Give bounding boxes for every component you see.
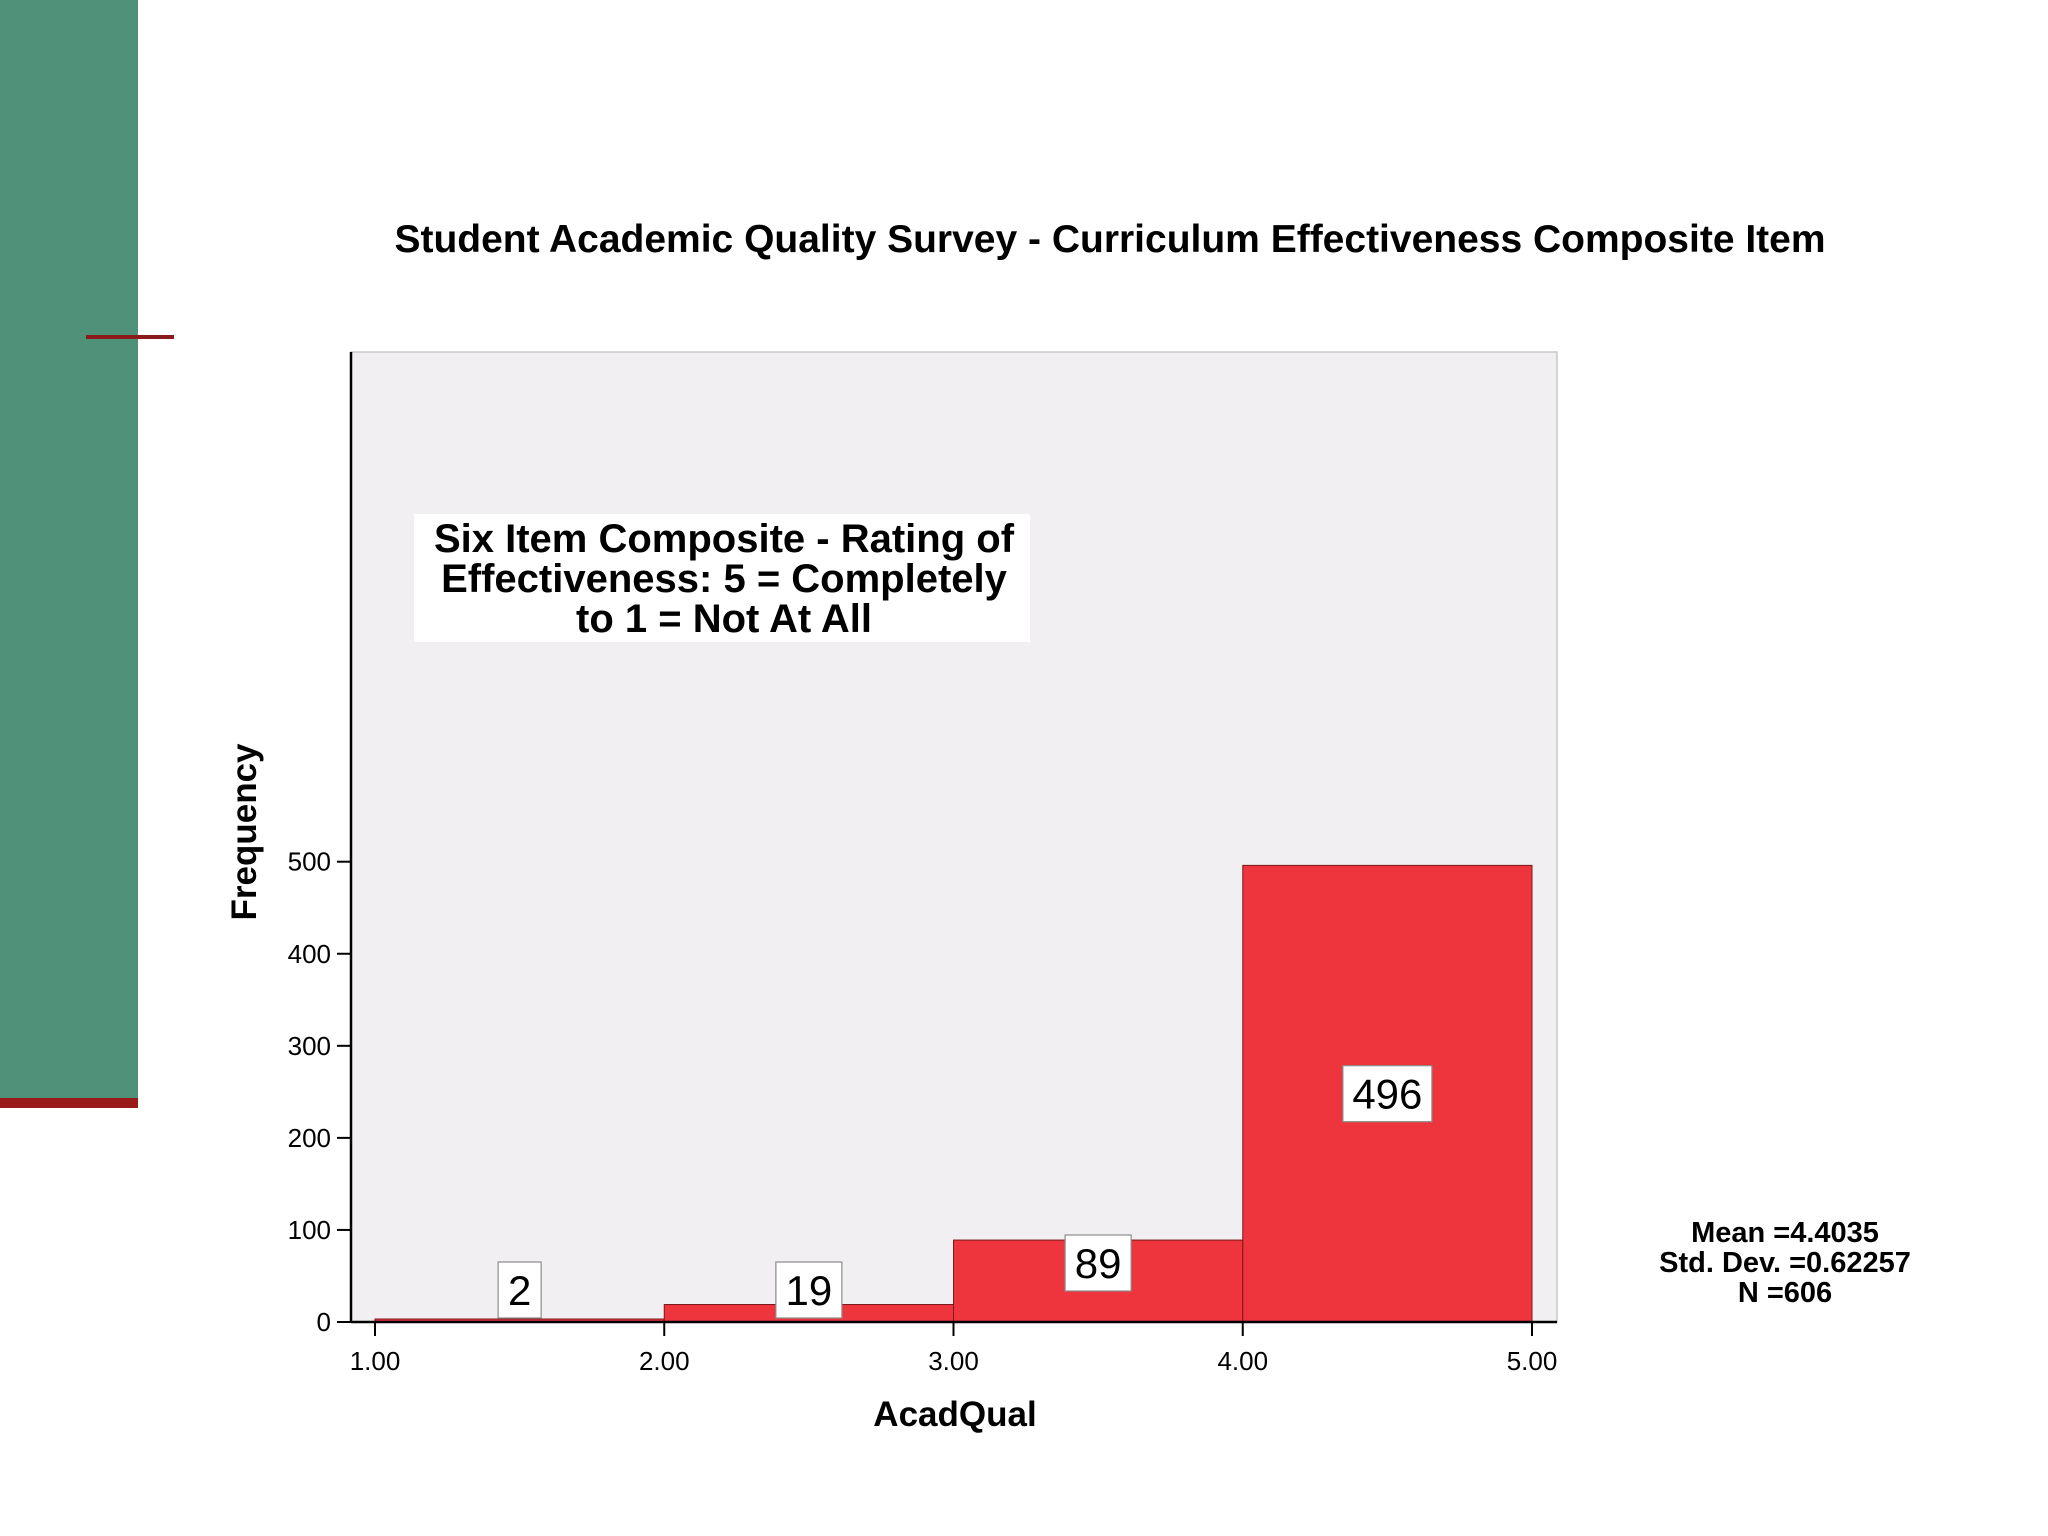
annotation-line-1: Six Item Composite - Rating of — [434, 517, 1015, 561]
y-tick-label: 200 — [288, 1123, 331, 1153]
y-tick-label: 400 — [288, 939, 331, 969]
x-tick-label: 2.00 — [639, 1346, 690, 1376]
x-tick-label: 4.00 — [1217, 1346, 1268, 1376]
data-label: 2 — [497, 1261, 542, 1319]
x-axis-ticks: 1.00 2.00 3.00 4.00 5.00 — [350, 1322, 1558, 1376]
y-axis-title: Frequency — [225, 743, 264, 921]
data-label: 496 — [1342, 1065, 1433, 1123]
x-tick-label: 1.00 — [350, 1346, 401, 1376]
side-band-rule — [0, 1098, 138, 1108]
annotation-line-2: Effectiveness: 5 = Completely — [441, 557, 1008, 601]
accent-tick — [86, 335, 174, 339]
annotation-background — [414, 514, 1030, 642]
data-label-text: 496 — [1352, 1071, 1422, 1118]
data-label-box — [1342, 1065, 1433, 1123]
stats-std-dev: Std. Dev. =0.62257 — [1659, 1247, 1911, 1279]
y-axis-ticks: 0 100 200 300 400 500 — [288, 847, 351, 1337]
stats-box: Mean =4.4035 Std. Dev. =0.62257 N =606 — [1659, 1217, 1911, 1309]
data-label-text: 2 — [508, 1267, 531, 1314]
data-label-box — [497, 1261, 542, 1319]
annotation-line-3: to 1 = Not At All — [576, 597, 872, 641]
y-tick-label: 500 — [288, 847, 331, 877]
data-label-box — [1064, 1234, 1132, 1292]
data-label-box — [775, 1261, 843, 1319]
x-axis-title: AcadQual — [873, 1395, 1036, 1434]
side-band — [0, 0, 138, 1098]
data-label: 89 — [1064, 1234, 1132, 1292]
y-tick-label: 300 — [288, 1031, 331, 1061]
y-tick-label: 100 — [288, 1215, 331, 1245]
data-labels-group: 2 19 89 496 — [497, 1065, 1433, 1319]
data-label-text: 19 — [786, 1267, 833, 1314]
stats-mean: Mean =4.4035 — [1691, 1217, 1879, 1249]
data-label-text: 89 — [1075, 1240, 1122, 1287]
x-tick-label: 3.00 — [928, 1346, 979, 1376]
chart-title: Student Academic Quality Survey - Curric… — [394, 218, 1825, 261]
data-label: 19 — [775, 1261, 843, 1319]
x-tick-label: 5.00 — [1507, 1346, 1558, 1376]
y-tick-label: 0 — [317, 1307, 331, 1337]
annotation-box: Six Item Composite - Rating of Effective… — [414, 514, 1030, 642]
stats-n: N =606 — [1738, 1277, 1832, 1309]
